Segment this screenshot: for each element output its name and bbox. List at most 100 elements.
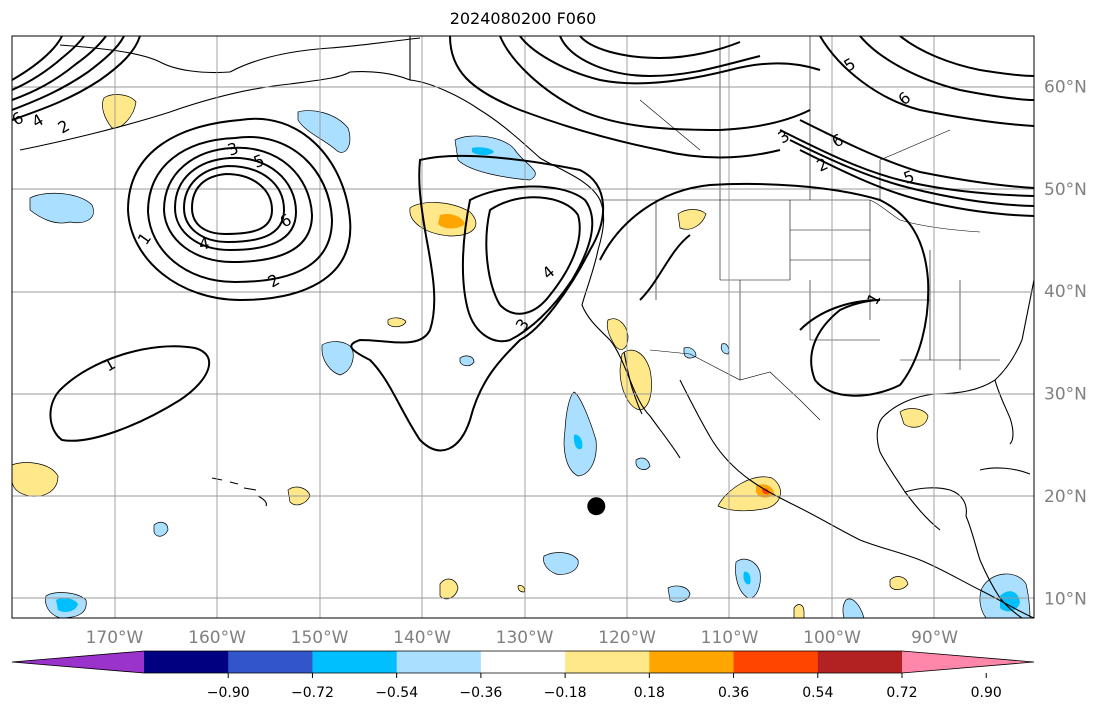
contour-1-southwest bbox=[49, 345, 211, 442]
contour-ne-4 bbox=[799, 119, 1034, 189]
contour-nw-5 bbox=[12, 36, 63, 81]
contour-ridge-3 bbox=[485, 196, 581, 315]
longitude-label: 130°W bbox=[496, 628, 554, 648]
colorbar-segment bbox=[733, 651, 819, 673]
negative-anomaly-patch bbox=[842, 598, 865, 618]
central-america bbox=[965, 515, 1023, 618]
colorbar-outline bbox=[11, 650, 1035, 674]
contour-north-4 bbox=[559, 36, 761, 78]
colorbar-tick-label: 0.54 bbox=[802, 685, 833, 701]
contour-trough-east-1 bbox=[599, 182, 930, 397]
us-mexico-border bbox=[649, 349, 821, 421]
negative-anomaly-patch bbox=[563, 391, 597, 477]
colorbar-segment bbox=[649, 651, 735, 673]
colorbar-extend-high bbox=[902, 651, 1034, 673]
latitude-label: 50°N bbox=[1044, 180, 1087, 200]
contour-trough-east-2 bbox=[639, 234, 691, 301]
west-coast bbox=[581, 249, 681, 459]
positive-anomaly-patch bbox=[619, 349, 652, 411]
longitude-label: 160°W bbox=[188, 628, 246, 648]
yucatan bbox=[904, 487, 967, 517]
contour-nw-4 bbox=[12, 36, 85, 91]
colorbar-segment bbox=[480, 651, 566, 673]
longitude-label: 110°W bbox=[701, 628, 759, 648]
contour-north-2 bbox=[499, 36, 811, 132]
positive-anomaly-patch bbox=[12, 462, 59, 497]
positive-anomaly-patch bbox=[677, 209, 707, 230]
longitude-labels: 170°W 160°W 150°W 140°W 130°W 120°W 110°W 100°W… bbox=[86, 628, 959, 648]
colorbar-tick-label: −0.72 bbox=[291, 685, 334, 701]
contour-ridge-2 bbox=[461, 185, 594, 343]
negative-anomaly-patch bbox=[297, 110, 351, 153]
positive-anomaly-patch bbox=[889, 576, 909, 590]
mexico-west-coast bbox=[679, 379, 1034, 618]
contour-nw-2 bbox=[12, 36, 125, 111]
longitude-label: 100°W bbox=[803, 628, 861, 648]
contour-layer bbox=[12, 36, 1034, 452]
storm-center-marker bbox=[587, 497, 606, 516]
colorbar-segment bbox=[817, 651, 903, 673]
negative-anomaly-patch bbox=[459, 355, 475, 367]
graticule bbox=[12, 36, 1034, 618]
positive-anomaly-patch bbox=[606, 318, 629, 350]
east-coast bbox=[1021, 279, 1034, 341]
positive-anomaly-patch bbox=[387, 317, 407, 328]
negative-anomaly-patch bbox=[321, 341, 354, 376]
positive-anomaly-patch bbox=[102, 94, 137, 129]
contour-low-3 bbox=[162, 146, 314, 264]
negative-anomaly-patch bbox=[153, 521, 169, 537]
positive-anomaly-patch bbox=[899, 408, 929, 428]
positive-anomaly-patch bbox=[762, 488, 770, 495]
contour-ne-7 bbox=[899, 36, 1034, 77]
colorbar-tick-label: 0.18 bbox=[634, 685, 665, 701]
negative-anomaly-patch bbox=[1000, 591, 1020, 612]
negative-anomaly-patch bbox=[543, 552, 579, 575]
colorbar bbox=[11, 650, 1035, 674]
cuba bbox=[979, 467, 1031, 475]
contour-north-1 bbox=[449, 36, 781, 159]
negative-anomaly-patch bbox=[743, 571, 751, 585]
negative-anomaly-patch bbox=[472, 147, 494, 155]
contour-ne-3 bbox=[799, 149, 1034, 217]
colorbar-segment bbox=[228, 651, 313, 673]
colorbar-tick-label: −0.36 bbox=[459, 685, 502, 701]
latitude-label: 30°N bbox=[1044, 385, 1087, 405]
longitude-label: 150°W bbox=[291, 628, 349, 648]
colorbar-segment bbox=[396, 651, 482, 673]
coastline-layer bbox=[19, 36, 1034, 618]
colorbar-extend-low bbox=[12, 651, 144, 673]
negative-anomaly-patch bbox=[56, 597, 78, 612]
contour-ne-2 bbox=[789, 139, 1034, 207]
colorbar-tick-label: −0.18 bbox=[544, 685, 587, 701]
latitude-label: 40°N bbox=[1044, 282, 1087, 302]
contour-low-2 bbox=[146, 135, 334, 284]
colorbar-tick-label: 0.36 bbox=[718, 685, 749, 701]
negative-anomaly-patch bbox=[635, 457, 651, 470]
contour-nw-1 bbox=[12, 36, 141, 121]
contour-low-5 bbox=[182, 164, 286, 244]
longitude-label: 140°W bbox=[393, 628, 451, 648]
map-frame bbox=[11, 35, 1035, 619]
contour-ne-1 bbox=[779, 129, 1034, 197]
positive-anomaly-patch bbox=[517, 585, 525, 593]
longitude-label: 90°W bbox=[911, 628, 958, 648]
shaded-anomaly-layer bbox=[12, 94, 1031, 618]
latitude-labels: 60°N 50°N 40°N 30°N 20°N 10°N bbox=[1044, 77, 1087, 609]
contour-nw-3 bbox=[12, 36, 107, 101]
latitude-label: 10°N bbox=[1044, 589, 1087, 609]
colorbar-segment bbox=[565, 651, 650, 673]
contour-ridge-1 bbox=[350, 154, 605, 452]
latitude-label: 60°N bbox=[1044, 77, 1087, 97]
negative-anomaly-patch bbox=[29, 192, 94, 224]
colorbar-tick-label: 0.90 bbox=[971, 685, 1002, 701]
colorbar-segment bbox=[144, 651, 229, 673]
colorbar-tick-labels: −0.90 −0.72 −0.54 −0.36 −0.18 0.18 0.36 0.54 0.7… bbox=[207, 673, 1002, 701]
map-title: 2024080200 F060 bbox=[449, 9, 597, 28]
negative-anomaly-patch bbox=[573, 434, 583, 450]
contour-ne-6 bbox=[859, 36, 1034, 101]
contour-north-5 bbox=[579, 36, 741, 60]
state-lines bbox=[655, 200, 1000, 380]
contour-north-3 bbox=[519, 36, 821, 85]
border-layer bbox=[600, 36, 1000, 421]
